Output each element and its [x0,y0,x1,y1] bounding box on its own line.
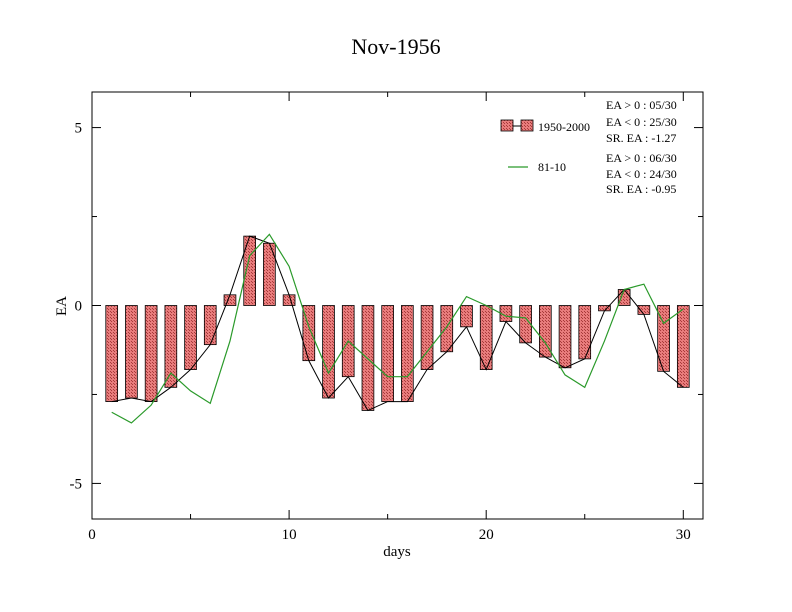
x-tick-label-10: 10 [282,527,297,543]
bar-day-22 [519,305,532,344]
bar-day-3 [144,305,158,402]
bar-day-17 [420,305,434,370]
chart-title: Nov-1956 [351,34,440,59]
y-tick-label-0: 0 [75,299,83,315]
stat-line-3: SR. EA : -1.27 [606,131,676,145]
bar-day-2 [125,305,138,399]
x-tick-label-0: 0 [88,527,96,543]
series-line-81-10 [111,233,684,424]
stat-line-6: SR. EA : -0.95 [606,182,676,196]
legend-swatch-bar-right [520,119,534,132]
stat-line-5: EA < 0 : 24/30 [606,167,677,181]
bar-day-5 [184,305,197,370]
bar-day-18 [440,305,454,353]
bar-day-12 [322,305,335,399]
bar-day-8 [243,235,256,306]
x-tick-label-30: 30 [676,527,691,543]
bar-day-4 [164,305,178,388]
bar-day-14 [361,305,375,411]
legend: 1950-2000 81-10 EA > 0 : 05/30 EA < 0 : … [500,98,677,196]
y-axis-label: EA [54,296,70,316]
x-axis-label: days [383,544,411,560]
legend-label-81-10: 81-10 [538,160,566,174]
bar-day-15 [381,305,394,402]
stat-line-4: EA > 0 : 06/30 [606,151,677,165]
bar-day-25 [578,305,592,360]
bar-day-16 [401,305,414,402]
bar-tip-line [111,235,684,412]
line-series [111,233,684,424]
legend-swatch-bar-left [500,119,514,132]
y-tick-label-5: 5 [75,121,83,137]
bar-day-27 [617,289,631,306]
x-tick-label-20: 20 [479,527,494,543]
stat-line-1: EA > 0 : 05/30 [606,98,677,112]
bar-day-9 [263,242,276,306]
bar-day-6 [203,305,217,346]
bar-day-19 [460,305,473,328]
bar-day-24 [558,305,572,369]
y-tick-label--5: -5 [70,476,83,492]
bar-day-7 [223,294,237,306]
bar-day-30 [676,305,690,388]
legend-label-1950-2000: 1950-2000 [538,120,590,134]
axes: 0 10 20 30 -5 0 5 [70,92,703,543]
bar-series [105,235,690,411]
stat-line-2: EA < 0 : 25/30 [606,115,677,129]
bar-day-1 [105,305,119,402]
